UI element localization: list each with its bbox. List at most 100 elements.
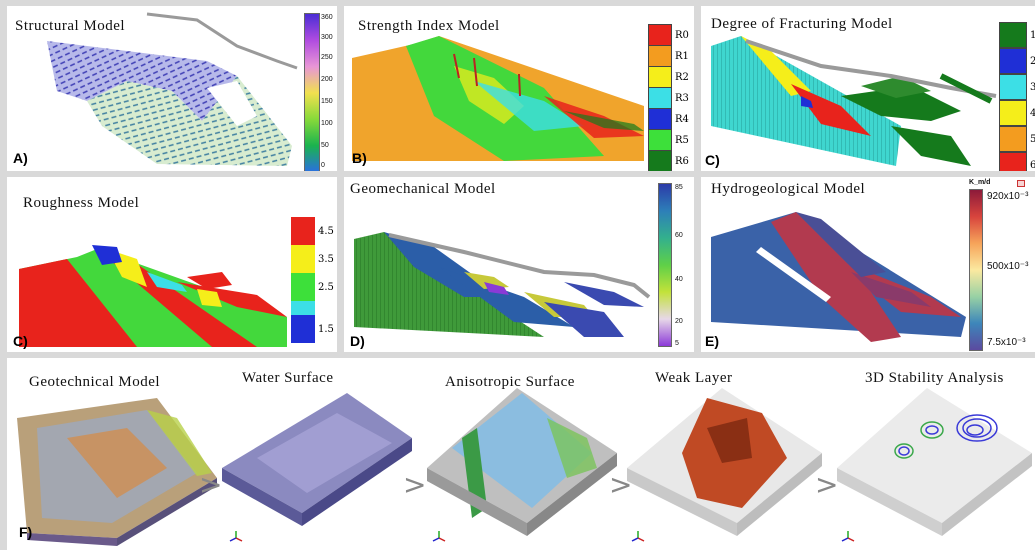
panel-tag: E) [705,333,719,349]
legend-label: 2 [1030,55,1035,67]
legend-item [291,301,318,315]
legend-swatch [291,315,315,343]
legend-swatch [999,126,1027,152]
legend-item: 2 [999,48,1035,74]
step-title: Water Surface [242,370,334,386]
legend-label: 3.5 [318,253,334,265]
legend-label: R1 [675,50,689,62]
structural-model-image [47,12,298,166]
panel-hydrogeological: Hydrogeological Model K_m/d 920x10⁻³ 500… [701,177,1035,352]
colorbar [969,189,983,351]
colorbar-tick: 500x10⁻³ [987,261,1029,272]
colorbar-tick: 60 [675,232,683,239]
colorbar-tick: 0 [321,162,325,169]
legend-swatch [648,66,672,88]
legend-swatch [291,217,315,245]
workflow-arrow: > [815,468,839,501]
legend-item: R5 [648,129,689,151]
panel-tag: C) [705,152,720,168]
workflow-images [17,388,1032,546]
legend-swatch [291,273,315,301]
colorbar-tick: 250 [321,54,333,61]
colorbar-tick: 360 [321,14,333,21]
colorbar-tick: 100 [321,120,333,127]
roughness-model-image [19,245,287,347]
colorbar-tick: 7.5x10⁻³ [987,337,1026,348]
colorbar [304,13,320,171]
panel-workflow: Geotechnical Model [7,358,1035,550]
colorbar-tick: 40 [675,276,683,283]
colorbar-tick: 50 [321,142,329,149]
panel-tag: B) [352,150,367,166]
axis-triad-icon [432,531,446,542]
legend-swatch [999,22,1027,48]
legend-swatch [648,129,672,151]
panel-roughness: Roughness Model 4.5 3.5 2.5 1.5 C) [7,177,337,352]
workflow-arrow: > [199,468,223,501]
legend-item: R4 [648,108,689,130]
step-title: Anisotropic Surface [445,374,575,390]
legend-item: 4 [999,100,1035,126]
legend-label: R0 [675,29,689,41]
legend-swatch [648,108,672,130]
workflow-arrow: > [609,468,633,501]
colorbar-unit: K_m/d [969,179,991,186]
colorbar-tick: 150 [321,98,333,105]
panel-title: Geomechanical Model [350,181,496,197]
close-icon [1017,180,1025,187]
legend-swatch [648,45,672,67]
panel-fracturing: Degree of Fracturing Model 1 2 3 4 5 6 C… [701,6,1035,171]
legend-item: 3.5 [291,245,334,273]
legend-swatch [999,48,1027,74]
fracturing-model-image [711,36,997,166]
legend-item: R6 [648,150,689,171]
colorbar [658,183,672,347]
legend-item: 1 [999,22,1035,48]
hydrogeological-model-image [711,212,966,342]
panel-tag: C) [13,333,28,349]
legend-label: 1 [1030,29,1035,41]
axis-triad-icon [841,531,855,542]
legend-item: 2.5 [291,273,334,301]
legend-item: 3 [999,74,1035,100]
legend-label: 2.5 [318,281,334,293]
panel-strength: Strength Index Model R0 R1 R2 R3 R4 R5 R… [344,6,694,171]
panel-tag: D) [350,333,365,349]
colorbar-tick: 20 [675,318,683,325]
geomechanical-model-image [354,232,651,337]
panel-title: Roughness Model [23,195,140,211]
colorbar-tick: 200 [321,76,333,83]
legend-item: R2 [648,66,689,88]
panel-tag: A) [13,150,28,166]
legend-swatch [648,87,672,109]
legend-label: R3 [675,92,689,104]
colorbar-tick: 300 [321,34,333,41]
legend-label: 4 [1030,107,1035,119]
legend-swatch [291,245,315,273]
panel-title: Degree of Fracturing Model [711,16,893,32]
legend-swatch [291,301,315,315]
panel-geomechanical: Geomechanical Model 85 60 40 20 5 D) [344,177,694,352]
panel-title: Hydrogeological Model [711,181,866,197]
step-title: 3D Stability Analysis [865,370,1004,386]
legend-label: 3 [1030,81,1035,93]
legend-label: R5 [675,134,689,146]
legend-label: 4.5 [318,225,334,237]
legend-label: 5 [1030,133,1035,145]
axis-triad-icon [631,531,645,542]
legend-item: R3 [648,87,689,109]
strength-index-model-image [352,36,644,161]
legend-swatch [648,150,672,171]
legend-label: R4 [675,113,689,125]
legend-label: R2 [675,71,689,83]
legend-item: R1 [648,45,689,67]
legend-item: 4.5 [291,217,334,245]
panel-title: Strength Index Model [358,18,500,34]
step-title: Geotechnical Model [29,374,161,390]
colorbar-tick: 85 [675,184,683,191]
legend-item: 1.5 [291,315,334,343]
legend-item: 5 [999,126,1035,152]
workflow-arrow: > [403,468,427,501]
axis-triad-icon [229,531,243,542]
step-title: Weak Layer [655,370,733,386]
